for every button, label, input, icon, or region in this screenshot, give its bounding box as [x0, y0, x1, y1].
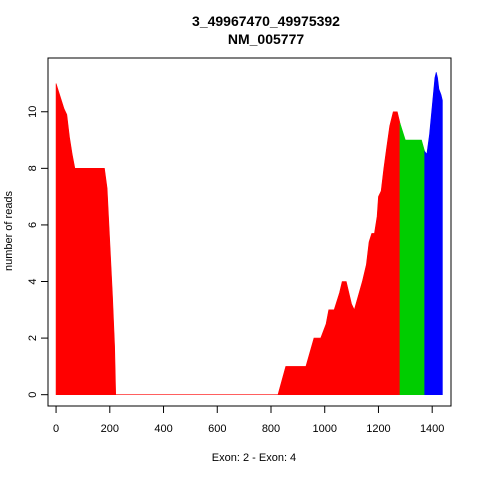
x-tick-label: 1200: [366, 423, 390, 435]
y-tick-label: 0: [27, 392, 39, 398]
x-tick-label: 1400: [420, 423, 444, 435]
y-tick-label: 10: [27, 106, 39, 118]
area-series-2: [399, 122, 425, 395]
area-series-1: [55, 83, 401, 395]
y-axis-label: number of reads: [3, 190, 15, 271]
x-axis-label: Exon: 2 - Exon: 4: [212, 452, 296, 464]
y-tick-label: 8: [27, 165, 39, 171]
x-tick-label: 1000: [312, 423, 336, 435]
x-tick-label: 600: [208, 423, 226, 435]
x-tick-label: 400: [154, 423, 172, 435]
x-tick-label: 0: [53, 423, 59, 435]
x-tick-label: 800: [262, 423, 280, 435]
y-axis: 0 2 4 6 8 10: [27, 106, 49, 398]
x-axis: 0 200 400 600 800 1000 1200 1400: [53, 405, 444, 435]
chart-subtitle: NM_005777: [228, 31, 304, 47]
y-tick-label: 2: [27, 335, 39, 341]
y-tick-label: 4: [27, 278, 39, 284]
area-series: [55, 72, 443, 395]
area-series-3: [424, 72, 443, 395]
x-tick-label: 200: [101, 423, 119, 435]
chart-title: 3_49967470_49975392: [192, 13, 340, 29]
y-tick-label: 6: [27, 222, 39, 228]
